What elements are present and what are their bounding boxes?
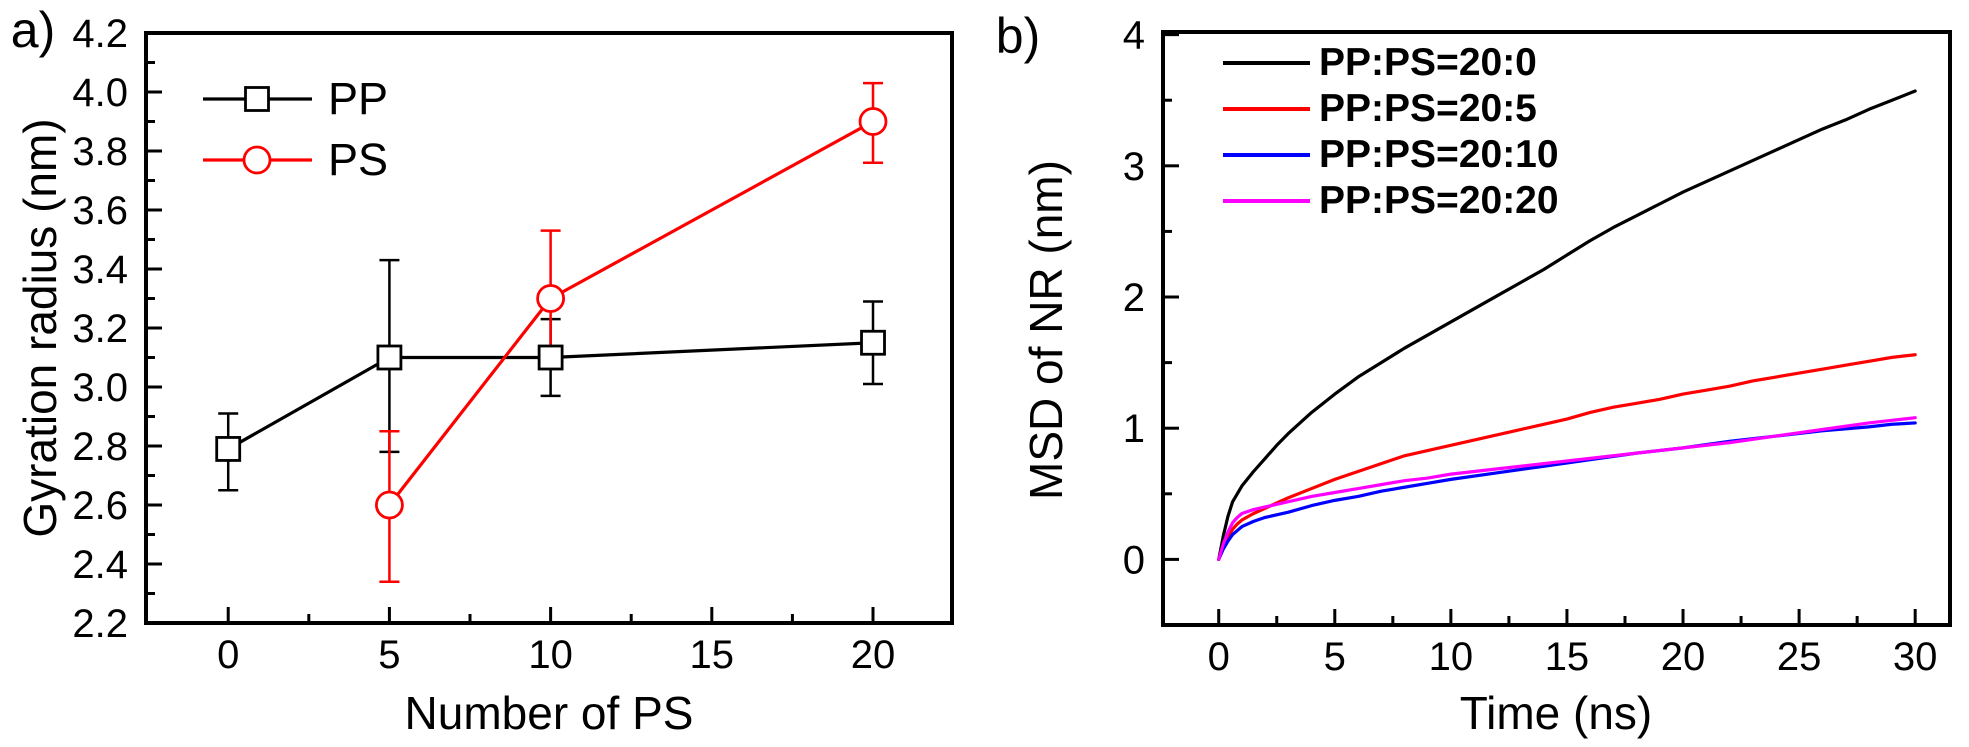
panel-b-y-tick-label: 3 xyxy=(1123,145,1145,189)
panel-a-yaxis-title: Gyration radius (nm) xyxy=(14,118,66,538)
legend-label-20-10: PP:PS=20:10 xyxy=(1319,133,1559,176)
panel-b-x-tick-label: 25 xyxy=(1777,635,1822,679)
blue-line-icon xyxy=(1223,153,1310,157)
legend-item-20-0: PP:PS=20:0 xyxy=(1223,41,1559,84)
square-marker xyxy=(376,344,403,371)
panel-b-legend: PP:PS=20:0 PP:PS=20:5 PP:PS=20:10 PP:PS=… xyxy=(1223,41,1559,227)
square-marker xyxy=(215,436,242,462)
panel-b-series-line-PP:PS=20:20 xyxy=(1217,416,1917,562)
panel-b-x-tick-label: 10 xyxy=(1429,635,1474,679)
circle-marker xyxy=(536,284,566,313)
panel-b-y-tick-label: 2 xyxy=(1123,276,1145,320)
panel-a: 0 5 10 15 20 2.2 2.4 2.6 2.8 3.0 3.2 3.4 3.6 3.8 4.0 4.… xyxy=(72,12,954,677)
panel-b-y-tick-label: 0 xyxy=(1123,538,1145,582)
panel-a-markers-PP xyxy=(215,329,886,462)
panel-a-markers-PS xyxy=(375,107,888,520)
panel-a-x-tick-label: 10 xyxy=(528,633,573,677)
panel-a-series-line-PP xyxy=(226,341,875,451)
panel-b-y-tick-label: 1 xyxy=(1123,407,1145,451)
panel-a-y-tick-label: 2.6 xyxy=(72,484,128,528)
panel-b: 0 5 10 15 20 25 30 0 1 2 3 4 xyxy=(1123,14,1952,679)
panel-a-y-tick-label: 3.4 xyxy=(72,248,128,292)
legend-item-pp: PP xyxy=(203,73,388,124)
panel-a-y-tick-label: 2.2 xyxy=(72,602,128,646)
ps-line-circle-icon xyxy=(203,145,312,175)
panel-a-x-tick-label: 0 xyxy=(217,633,239,677)
panel-b-ticks xyxy=(1163,33,1917,625)
panel-b-letter: b) xyxy=(995,8,1041,64)
panel-b-x-tick-label: 30 xyxy=(1893,635,1938,679)
legend-label-ps: PS xyxy=(328,134,389,185)
panel-a-y-tick-label: 3.6 xyxy=(72,189,128,233)
square-marker xyxy=(860,329,886,356)
circle-marker xyxy=(858,107,888,136)
magenta-line-icon xyxy=(1223,199,1310,203)
legend-item-20-20: PP:PS=20:20 xyxy=(1223,179,1559,222)
legend-item-20-5: PP:PS=20:5 xyxy=(1223,87,1559,130)
panel-a-y-tick-label: 4.2 xyxy=(72,12,128,56)
panel-a-letter: a) xyxy=(10,2,56,58)
black-line-icon xyxy=(1223,61,1310,65)
legend-item-ps: PS xyxy=(203,134,388,185)
panel-b-x-tick-label: 15 xyxy=(1545,635,1590,679)
panel-b-series-line-PP:PS=20:0 xyxy=(1217,89,1917,562)
legend-label-20-0: PP:PS=20:0 xyxy=(1319,41,1537,84)
legend-item-20-10: PP:PS=20:10 xyxy=(1223,133,1559,176)
panel-b-x-tick-label: 0 xyxy=(1208,635,1230,679)
panel-a-y-tick-label: 3.2 xyxy=(72,307,128,351)
panel-b-x-tick-label: 5 xyxy=(1324,635,1346,679)
panel-a-xaxis-title: Number of PS xyxy=(404,687,694,739)
panel-a-y-tick-label: 4.0 xyxy=(72,71,128,115)
panel-b-series-line-PP:PS=20:5 xyxy=(1217,353,1917,562)
panel-a-y-tick-label: 2.4 xyxy=(72,543,128,587)
red-line-icon xyxy=(1223,107,1310,111)
panel-b-y-tick-label: 4 xyxy=(1123,14,1145,58)
panel-b-xaxis-title: Time (ns) xyxy=(1459,687,1653,739)
panel-a-x-tick-label: 20 xyxy=(851,633,896,677)
panel-b-yaxis-title: MSD of NR (nm) xyxy=(1020,160,1072,500)
panel-a-y-tick-label: 2.8 xyxy=(72,425,128,469)
panel-a-legend: PP PS xyxy=(203,73,388,199)
panel-a-y-tick-label: 3.0 xyxy=(72,366,128,410)
square-marker xyxy=(537,344,564,371)
panel-a-x-tick-label: 5 xyxy=(378,633,400,677)
legend-label-20-20: PP:PS=20:20 xyxy=(1319,179,1559,222)
panel-a-ticks xyxy=(146,31,875,625)
pp-line-square-icon xyxy=(203,86,312,112)
panel-b-x-tick-label: 20 xyxy=(1661,635,1706,679)
legend-label-20-5: PP:PS=20:5 xyxy=(1319,87,1537,130)
panel-a-y-tick-label: 3.8 xyxy=(72,130,128,174)
panel-b-axes-frame xyxy=(1161,30,1952,627)
panel-a-x-tick-label: 15 xyxy=(690,633,735,677)
panel-a-series-line-PS xyxy=(387,119,875,507)
circle-marker xyxy=(375,490,404,520)
panel-b-series-line-PP:PS=20:10 xyxy=(1217,421,1917,562)
legend-label-pp: PP xyxy=(328,73,389,124)
